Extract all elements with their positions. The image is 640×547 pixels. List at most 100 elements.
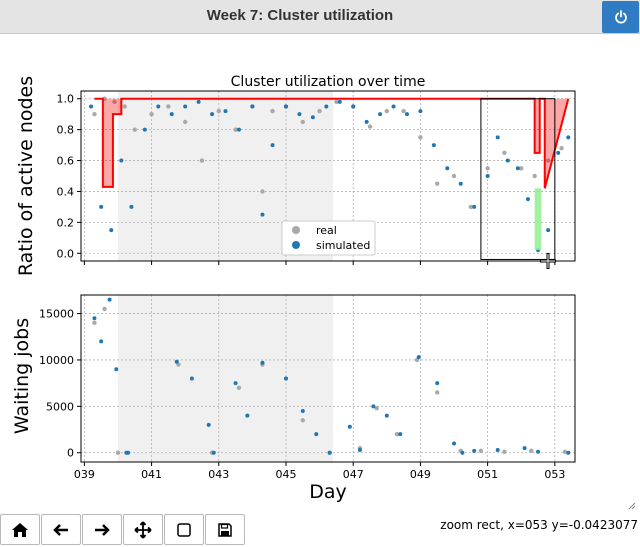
data-point-real [394,431,400,437]
zoom-button[interactable] [164,514,204,545]
axes-frame [80,294,576,463]
data-point-simulated [142,127,147,132]
data-point-real [112,99,117,105]
y-tick-label: 0.4 [57,185,75,198]
x-tick-label: 041 [141,468,162,481]
data-point-real [451,173,457,179]
data-point-simulated [283,376,288,381]
title-bar: Week 7: Cluster utilization [0,0,640,34]
home-button[interactable] [0,514,40,545]
data-point-real [233,127,238,132]
figure-canvas[interactable]: Cluster utilization over time Ratio of a… [0,56,640,506]
data-point-simulated [472,448,477,453]
data-point-real [115,450,121,455]
data-point-simulated [114,367,119,372]
data-point-simulated [404,112,409,117]
legend-marker-simulated [292,241,300,249]
data-point-simulated [371,404,376,409]
data-point-simulated [233,381,238,386]
x-tick-label: 049 [410,468,431,481]
data-point-simulated [223,109,228,114]
data-point-real [102,306,107,312]
data-point-simulated [169,112,174,117]
data-point-real [300,119,305,125]
data-point-simulated [416,355,421,360]
y-tick-label: 10000 [39,354,74,367]
data-point-real [418,135,423,140]
power-button[interactable] [602,1,639,33]
navigation-toolbar [0,514,246,547]
data-point-simulated [337,99,342,104]
rectangle-icon [177,522,191,537]
data-point-real [485,166,490,171]
legend-label-real: real [316,224,337,237]
data-point-simulated [324,104,329,109]
crosshair-cursor-icon [540,253,556,269]
data-point-real [374,405,379,411]
data-point-simulated [327,450,332,455]
data-point-simulated [99,339,104,344]
pan-button[interactable] [123,514,163,545]
resize-grip-icon[interactable] [628,502,636,510]
data-point-simulated [99,204,104,209]
legend-box [281,220,376,256]
data-point-simulated [556,150,561,155]
data-point-real [122,104,127,109]
data-point-simulated [398,432,403,437]
data-point-simulated [566,135,571,140]
data-point-simulated [189,376,194,381]
window-title: Week 7: Cluster utilization [206,7,394,24]
y-tick-label: 0 [67,447,74,460]
data-point-simulated [196,99,201,104]
data-point-real [367,124,373,129]
data-point-simulated [391,104,396,109]
data-point-simulated [485,174,490,178]
legend-marker-real [292,226,300,234]
data-point-simulated [107,297,112,302]
data-point-simulated [418,109,423,114]
home-icon [12,522,28,537]
data-point-real [562,449,568,454]
data-point-real [519,166,524,171]
data-point-real [401,108,406,114]
status-readout: zoom rect, x=053 y=-0.0423077 [440,518,638,532]
data-point-simulated [357,447,362,452]
y-axis-label-waiting: Waiting jobs [11,318,33,434]
data-point-real [92,320,97,326]
data-point-simulated [347,424,352,429]
data-point-real [132,127,137,132]
y-tick-label: 5000 [46,400,74,413]
data-point-simulated [522,446,527,451]
y-tick-label: 0.2 [57,216,75,229]
data-point-simulated [314,432,319,437]
save-button[interactable] [205,514,245,545]
data-point-simulated [260,212,265,217]
data-point-simulated [297,112,302,117]
data-point-real [317,108,322,114]
chart-title: Cluster utilization over time [231,74,426,90]
data-point-simulated [206,422,211,427]
data-point-simulated [445,166,450,171]
data-point-simulated [495,135,500,140]
y-tick-label: 0.8 [57,124,75,137]
data-point-simulated [472,204,477,209]
data-point-simulated [174,359,179,364]
data-point-real [502,150,507,156]
data-point-real [529,448,534,454]
axes-frame [80,90,576,262]
data-point-simulated [460,450,465,455]
data-point-real [559,145,564,151]
zoom-rectangle [480,98,556,260]
data-point-simulated [211,450,216,455]
forward-button[interactable] [82,514,122,545]
data-point-real [468,204,474,210]
data-point-real [334,99,339,105]
data-point-simulated [119,158,124,163]
data-point-simulated [384,413,389,418]
data-point-simulated [351,104,356,109]
data-point-simulated [245,413,250,418]
data-point-simulated [435,381,440,386]
back-button[interactable] [41,514,81,545]
data-point-real [384,108,390,114]
data-point-simulated [283,104,288,109]
